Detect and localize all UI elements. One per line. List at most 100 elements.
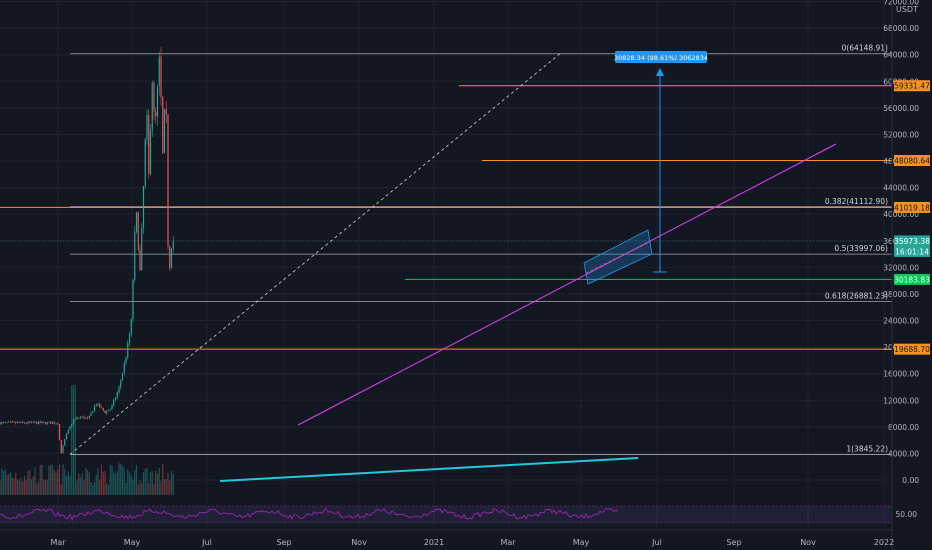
fib-level-label: 0(64148.91) xyxy=(842,44,888,53)
candle-body xyxy=(78,417,80,419)
volume-bar xyxy=(141,482,143,495)
candle-body xyxy=(88,415,90,418)
volume-trend-line xyxy=(219,457,639,482)
candle-body xyxy=(123,362,125,373)
x-tick-label: Sep xyxy=(276,538,291,547)
candle-body xyxy=(102,407,104,411)
volume-bar xyxy=(58,464,61,495)
volume-bar xyxy=(85,467,87,495)
volume-bar xyxy=(125,482,127,495)
candle-body xyxy=(1,422,3,425)
volume-bar xyxy=(62,464,64,495)
candle-body xyxy=(25,423,27,424)
candle-body xyxy=(34,422,36,423)
volume-bar xyxy=(25,479,27,495)
volume-bar xyxy=(160,480,162,495)
candle-body xyxy=(141,227,143,271)
volume-bar xyxy=(123,467,125,495)
price-badge xyxy=(894,235,930,247)
volume-bar xyxy=(156,473,159,495)
volume-bar xyxy=(167,472,169,495)
candle-body xyxy=(97,403,99,405)
x-tick-label: 2022 xyxy=(874,538,894,547)
x-tick-label: May xyxy=(573,538,590,547)
volume-bar xyxy=(64,468,66,495)
grid xyxy=(0,0,892,530)
volume-bar xyxy=(48,465,50,495)
x-tick-label: Mar xyxy=(50,538,66,547)
volume-bar xyxy=(13,478,15,495)
volume-bar xyxy=(132,479,134,495)
candle-body xyxy=(167,114,169,247)
y-tick-label: 28000.00 xyxy=(883,290,919,299)
volume-bar xyxy=(114,474,117,495)
trend-line xyxy=(297,143,837,426)
y-tick-label: 16000.00 xyxy=(883,370,919,379)
volume-bar xyxy=(163,479,166,495)
price-badge-text: 30183.83 xyxy=(894,275,930,284)
volume-bar xyxy=(135,464,138,495)
candle-body xyxy=(64,439,66,446)
channel xyxy=(583,229,653,285)
candle-body xyxy=(32,421,34,423)
candle-body xyxy=(100,407,103,409)
volume-bar xyxy=(30,479,33,495)
candle-body xyxy=(44,422,47,424)
volume-bar xyxy=(32,476,34,495)
candle-body xyxy=(93,406,96,412)
candle-body xyxy=(153,82,155,112)
volume-bar xyxy=(99,479,101,495)
volume-bar xyxy=(148,482,150,495)
candle-body xyxy=(156,85,159,117)
price-badge-text: 41019.18 xyxy=(894,203,930,212)
candle-body xyxy=(85,417,87,419)
candle-body xyxy=(158,56,160,86)
candle-body xyxy=(83,416,85,419)
candle-body xyxy=(139,249,141,271)
fib-level-label: 0.5(33997.06) xyxy=(834,244,888,253)
candle-body xyxy=(125,357,127,363)
candle-body xyxy=(135,212,138,232)
volume-bar xyxy=(74,385,76,495)
volume-bar xyxy=(144,469,146,495)
volume-bar xyxy=(151,471,153,495)
candle-body xyxy=(50,421,52,424)
volume-bar xyxy=(29,469,31,495)
volume-bar xyxy=(162,464,164,495)
volume-bar xyxy=(65,476,68,495)
candle-body xyxy=(76,417,78,419)
volume-bar xyxy=(102,471,104,495)
candle-body xyxy=(29,421,31,423)
candle-body xyxy=(130,319,132,335)
volume-bar xyxy=(130,475,132,495)
candle-body xyxy=(120,380,122,388)
volume-bar xyxy=(39,464,41,495)
volume-bar xyxy=(27,471,29,495)
volume-bar xyxy=(69,475,71,495)
candle-body xyxy=(15,421,17,424)
x-tick-label: Nov xyxy=(800,538,816,547)
x-tick-label: Sep xyxy=(726,538,741,547)
price-badge xyxy=(894,245,930,257)
candle-body xyxy=(67,429,69,434)
volume-bar xyxy=(53,470,55,495)
candle-body xyxy=(60,440,62,453)
price-badge xyxy=(894,80,930,92)
volume-bar xyxy=(88,471,90,495)
candle-body xyxy=(134,231,136,280)
volume-bar xyxy=(8,473,10,495)
candle-body xyxy=(72,419,75,425)
candle-body xyxy=(4,422,6,423)
volume-bar xyxy=(95,474,97,495)
candle-body xyxy=(9,421,12,423)
volume-bar xyxy=(44,479,47,495)
volume-bar xyxy=(23,475,26,495)
volume-bar xyxy=(107,484,110,495)
y-tick-label: 72000.00 xyxy=(883,0,919,7)
volume-bar xyxy=(106,483,108,495)
volume-bar xyxy=(134,469,136,495)
candle-body xyxy=(36,422,38,424)
volume-bar xyxy=(169,480,171,495)
